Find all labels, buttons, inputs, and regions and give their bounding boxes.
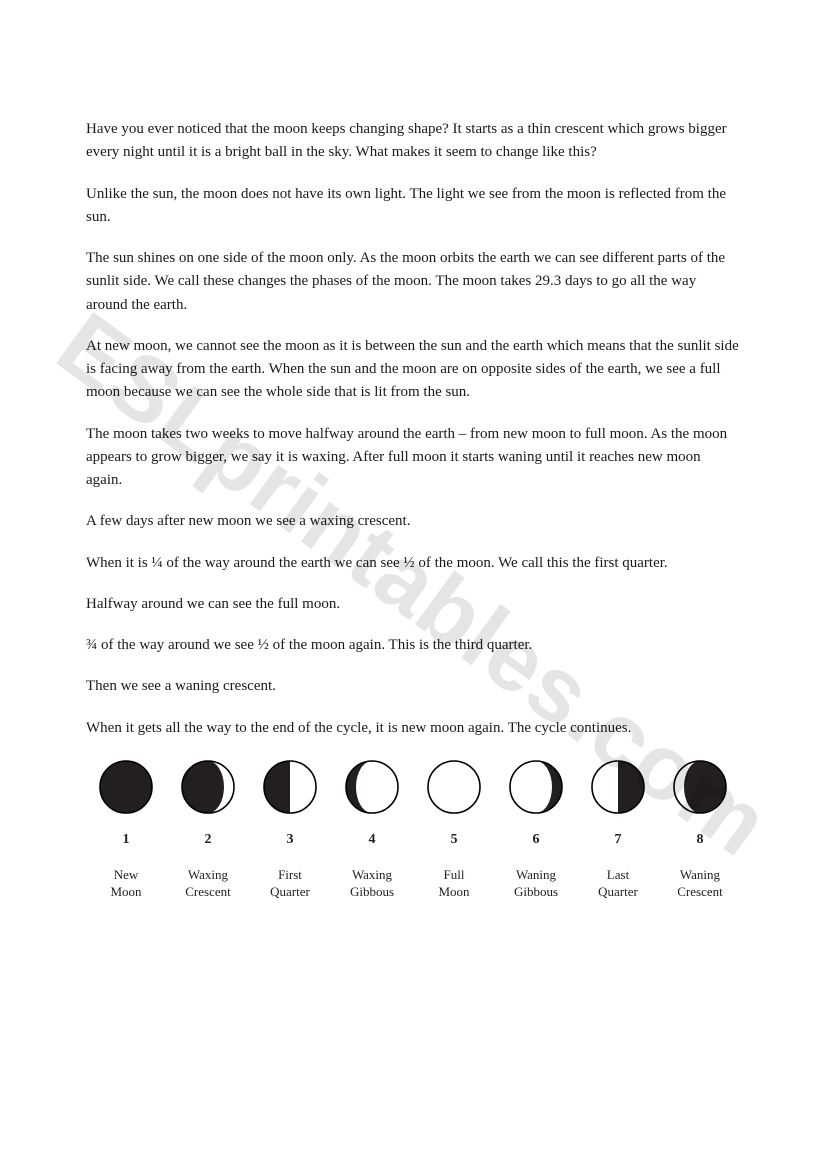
last-quarter-icon: [589, 758, 647, 816]
waxing-gibbous-icon: [343, 758, 401, 816]
moon-number: 4: [369, 832, 376, 848]
moon-number: 6: [533, 832, 540, 848]
moon-label: New Moon: [110, 866, 141, 901]
moon-label: Full Moon: [438, 866, 469, 901]
full-moon-icon: [425, 758, 483, 816]
moon-phase-full: 5 Full Moon: [416, 758, 492, 901]
moon-label: Last Quarter: [598, 866, 638, 901]
moon-number: 2: [205, 832, 212, 848]
waxing-crescent-icon: [179, 758, 237, 816]
new-moon-icon: [97, 758, 155, 816]
paragraph: ¾ of the way around we see ½ of the moon…: [86, 634, 740, 657]
moon-phase-waning-crescent: 8 Waning Crescent: [662, 758, 738, 901]
moon-number: 7: [615, 832, 622, 848]
paragraph: The sun shines on one side of the moon o…: [86, 247, 740, 317]
moon-number: 5: [451, 832, 458, 848]
moon-phase-first-quarter: 3 First Quarter: [252, 758, 328, 901]
moon-label: Waxing Crescent: [185, 866, 230, 901]
waning-crescent-icon: [671, 758, 729, 816]
moon-number: 3: [287, 832, 294, 848]
moon-label: Waning Crescent: [677, 866, 722, 901]
paragraph: Unlike the sun, the moon does not have i…: [86, 183, 740, 230]
paragraph: At new moon, we cannot see the moon as i…: [86, 335, 740, 405]
moon-number: 1: [123, 832, 130, 848]
paragraph: The moon takes two weeks to move halfway…: [86, 423, 740, 493]
paragraph: Have you ever noticed that the moon keep…: [86, 118, 740, 165]
moon-number: 8: [697, 832, 704, 848]
moon-phase-new: 1 New Moon: [88, 758, 164, 901]
waning-gibbous-icon: [507, 758, 565, 816]
page-content: Have you ever noticed that the moon keep…: [0, 0, 826, 961]
paragraph: When it gets all the way to the end of t…: [86, 717, 740, 740]
paragraph: A few days after new moon we see a waxin…: [86, 510, 740, 533]
paragraph: When it is ¼ of the way around the earth…: [86, 552, 740, 575]
moon-label: First Quarter: [270, 866, 310, 901]
paragraph: Halfway around we can see the full moon.: [86, 593, 740, 616]
moon-phase-waxing-gibbous: 4 Waxing Gibbous: [334, 758, 410, 901]
moon-phases-diagram: 1 New Moon 2 Waxing Crescent 3: [86, 758, 740, 901]
moon-phase-waxing-crescent: 2 Waxing Crescent: [170, 758, 246, 901]
paragraph: Then we see a waning crescent.: [86, 675, 740, 698]
moon-label: Waxing Gibbous: [350, 866, 394, 901]
moon-label: Waning Gibbous: [514, 866, 558, 901]
moon-phase-waning-gibbous: 6 Waning Gibbous: [498, 758, 574, 901]
moon-phase-last-quarter: 7 Last Quarter: [580, 758, 656, 901]
first-quarter-icon: [261, 758, 319, 816]
